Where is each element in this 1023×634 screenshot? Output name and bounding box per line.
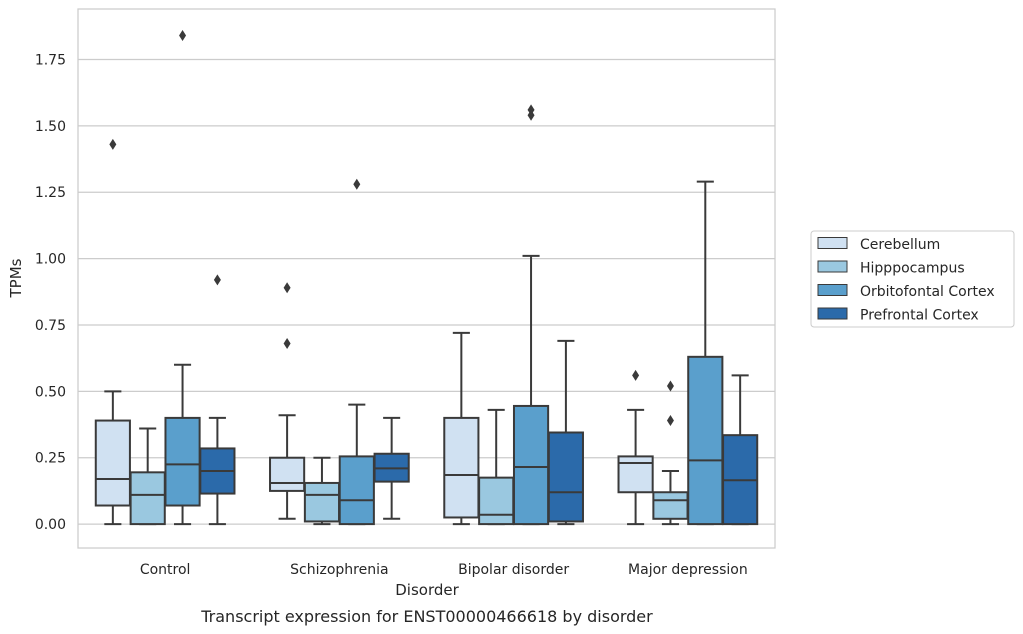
box-body — [443, 416, 480, 519]
box-hipppocampus — [478, 408, 515, 526]
box-body — [512, 404, 550, 526]
box-cerebellum — [94, 138, 131, 526]
box-prefrontal-cortex — [373, 416, 410, 520]
box-hipppocampus — [129, 427, 166, 526]
legend-entry: Orbitofontal Cortex — [817, 284, 995, 300]
outlier-point — [353, 178, 361, 190]
outlier-point — [283, 338, 291, 350]
x-axis-title: Disorder — [395, 581, 459, 599]
legend-label: Prefrontal Cortex — [860, 308, 979, 324]
legend-swatch — [817, 284, 848, 296]
boxes — [94, 30, 759, 526]
outlier-point — [179, 30, 187, 42]
outlier-point — [527, 104, 535, 116]
box-orbitofontal-cortex — [164, 30, 201, 526]
x-axis-ticks: Control Schizophrenia Bipolar disorder Majo… — [140, 562, 748, 578]
legend-label: Orbitofontal Cortex — [860, 284, 995, 300]
box-hipppocampus — [303, 456, 341, 526]
y-tick-label: 0.00 — [35, 517, 66, 533]
y-axis-title: TPMs — [7, 258, 25, 298]
box-prefrontal-cortex — [722, 374, 759, 526]
legend-entry: Cerebellum — [817, 237, 940, 253]
box-cerebellum — [617, 369, 654, 526]
box-body — [652, 491, 689, 520]
plot-frame — [77, 8, 776, 549]
x-tick-label: Control — [140, 562, 191, 578]
legend-label: Cerebellum — [860, 237, 940, 253]
outlier-point — [632, 369, 640, 381]
legend-label: Hipppocampus — [860, 261, 965, 277]
box-body — [303, 481, 341, 523]
legend-frame — [810, 230, 1015, 328]
box-body — [94, 419, 131, 507]
y-axis-ticks: 0.00 0.25 0.50 0.75 1.00 1.25 1.50 1.75 — [35, 52, 66, 533]
box-body — [547, 431, 584, 523]
outlier-point — [666, 415, 674, 427]
chart-caption: Transcript expression for ENST0000046661… — [200, 607, 653, 626]
legend-entries: Cerebellum Hipppocampus Orbitofontal Corte… — [817, 237, 995, 324]
outlier-point — [666, 380, 674, 392]
x-tick-label: Schizophrenia — [290, 562, 388, 578]
legend-swatch — [817, 237, 848, 249]
y-tick-label: 0.50 — [35, 384, 66, 400]
y-tick-label: 0.75 — [35, 318, 66, 334]
box-body — [338, 455, 375, 526]
box-body — [687, 355, 724, 526]
y-tick-label: 1.25 — [35, 185, 66, 201]
x-tick-label: Major depression — [628, 562, 748, 578]
box-prefrontal-cortex — [547, 339, 584, 526]
box-body — [269, 456, 306, 492]
x-tick-label: Bipolar disorder — [458, 562, 569, 578]
box-cerebellum — [443, 331, 480, 526]
outlier-point — [213, 274, 221, 286]
legend-swatch — [817, 260, 848, 273]
box-body — [617, 455, 654, 494]
legend-entry: Prefrontal Cortex — [817, 307, 979, 324]
box-body — [164, 416, 201, 507]
y-tick-label: 1.75 — [35, 52, 66, 68]
box-cerebellum — [269, 282, 306, 520]
box-orbitofontal-cortex — [338, 178, 375, 526]
y-tick-label: 1.00 — [35, 252, 66, 268]
y-tick-label: 0.25 — [35, 451, 66, 467]
box-orbitofontal-cortex — [512, 104, 550, 526]
box-body — [129, 471, 166, 526]
outlier-point — [109, 138, 117, 150]
box-orbitofontal-cortex — [687, 180, 724, 526]
legend-swatch — [817, 307, 848, 320]
box-body — [478, 476, 515, 526]
box-hipppocampus — [652, 380, 689, 526]
legend-entry: Hipppocampus — [817, 260, 965, 277]
legend: Cerebellum Hipppocampus Orbitofontal Corte… — [810, 230, 1015, 328]
box-prefrontal-cortex — [199, 274, 236, 526]
y-tick-label: 1.50 — [35, 119, 66, 135]
outlier-point — [283, 282, 291, 294]
